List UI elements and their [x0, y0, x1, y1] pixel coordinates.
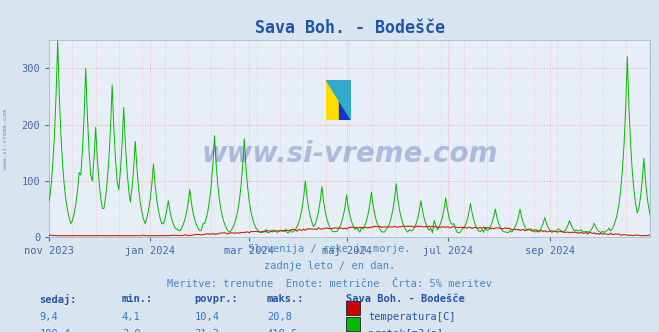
Text: zadnje leto / en dan.: zadnje leto / en dan. [264, 261, 395, 271]
Text: pretok[m3/s]: pretok[m3/s] [368, 329, 444, 332]
Title: Sava Boh. - Bodešče: Sava Boh. - Bodešče [255, 19, 445, 37]
Text: 20,8: 20,8 [267, 312, 292, 322]
Text: temperatura[C]: temperatura[C] [368, 312, 456, 322]
Text: 418,6: 418,6 [267, 329, 298, 332]
Bar [326, 80, 339, 120]
Text: 3,9: 3,9 [122, 329, 140, 332]
Text: www.si-vreme.com: www.si-vreme.com [3, 110, 8, 169]
Text: 10,4: 10,4 [194, 312, 219, 322]
Text: Sava Boh. - Bodešče: Sava Boh. - Bodešče [346, 294, 465, 304]
Text: maks.:: maks.: [267, 294, 304, 304]
Polygon shape [326, 80, 351, 120]
Text: 9,4: 9,4 [40, 312, 58, 322]
Text: 4,1: 4,1 [122, 312, 140, 322]
Text: sedaj:: sedaj: [40, 294, 77, 305]
Text: Slovenija / reke in morje.: Slovenija / reke in morje. [248, 244, 411, 254]
Text: min.:: min.: [122, 294, 153, 304]
Text: 180,4: 180,4 [40, 329, 71, 332]
Bar [339, 80, 351, 120]
Text: www.si-vreme.com: www.si-vreme.com [202, 140, 498, 168]
Text: 31,3: 31,3 [194, 329, 219, 332]
Text: Meritve: trenutne  Enote: metrične  Črta: 5% meritev: Meritve: trenutne Enote: metrične Črta: … [167, 279, 492, 289]
Text: povpr.:: povpr.: [194, 294, 238, 304]
